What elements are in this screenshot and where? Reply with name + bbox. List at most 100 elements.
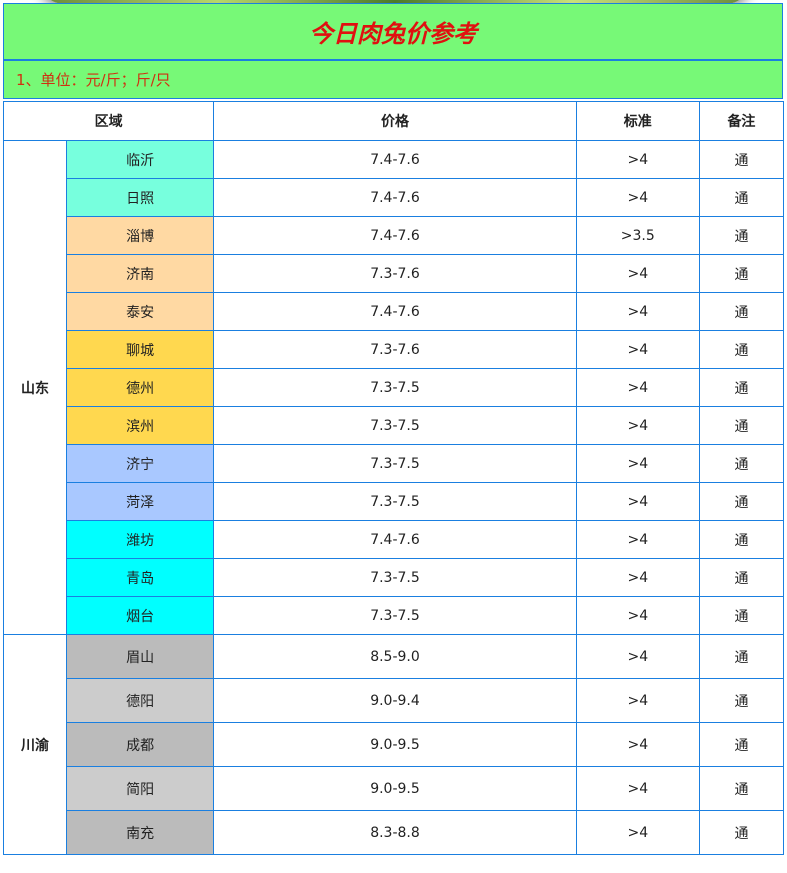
price-cell: 7.4-7.6 xyxy=(213,140,577,179)
note-cell: 通 xyxy=(698,292,785,331)
table-row: 潍坊 7.4-7.6 >4 通 xyxy=(4,520,785,559)
price-cell: 9.0-9.5 xyxy=(213,722,577,767)
standard-cell: >4 xyxy=(575,558,700,597)
city-cell: 菏泽 xyxy=(66,482,215,521)
standard-cell: >4 xyxy=(575,140,700,179)
note-cell: 通 xyxy=(698,678,785,723)
note-cell: 通 xyxy=(698,254,785,293)
table-row: 南充 8.3-8.8 >4 通 xyxy=(4,810,785,855)
table-row: 青岛 7.3-7.5 >4 通 xyxy=(4,558,785,597)
city-cell: 济南 xyxy=(66,254,215,293)
table-row: 淄博 7.4-7.6 >3.5 通 xyxy=(4,216,785,255)
price-cell: 7.3-7.5 xyxy=(213,596,577,635)
standard-cell: >4 xyxy=(575,678,700,723)
price-cell: 7.3-7.5 xyxy=(213,406,577,445)
note-cell: 通 xyxy=(698,634,785,679)
city-cell: 滨州 xyxy=(66,406,215,445)
standard-cell: >4 xyxy=(575,520,700,559)
note-cell: 通 xyxy=(698,140,785,179)
city-cell: 德州 xyxy=(66,368,215,407)
banner-image xyxy=(40,0,750,4)
table-row: 德州 7.3-7.5 >4 通 xyxy=(4,368,785,407)
header-price: 价格 xyxy=(213,101,577,141)
note-cell: 通 xyxy=(698,810,785,855)
city-cell: 泰安 xyxy=(66,292,215,331)
header-note: 备注 xyxy=(698,101,785,141)
header-region: 区域 xyxy=(2,101,215,141)
standard-cell: >4 xyxy=(575,254,700,293)
standard-cell: >4 xyxy=(575,810,700,855)
province-cell: 山东 xyxy=(2,140,68,635)
note-cell: 通 xyxy=(698,596,785,635)
price-cell: 8.5-9.0 xyxy=(213,634,577,679)
page-title: 今日肉兔价参考 xyxy=(3,3,783,60)
standard-cell: >4 xyxy=(575,292,700,331)
note-cell: 通 xyxy=(698,368,785,407)
city-cell: 德阳 xyxy=(66,678,215,723)
city-cell: 济宁 xyxy=(66,444,215,483)
price-table: 区域 价格 标准 备注 山东 临沂 7.4-7.6 >4 通日照 7.4-7.6 >4 通淄博… xyxy=(2,101,785,855)
province-cell: 川渝 xyxy=(2,634,68,855)
city-cell: 简阳 xyxy=(66,766,215,811)
price-cell: 7.3-7.5 xyxy=(213,444,577,483)
note-cell: 通 xyxy=(698,444,785,483)
city-cell: 南充 xyxy=(66,810,215,855)
table-row: 滨州 7.3-7.5 >4 通 xyxy=(4,406,785,445)
note-cell: 通 xyxy=(698,482,785,521)
standard-cell: >4 xyxy=(575,596,700,635)
standard-cell: >4 xyxy=(575,634,700,679)
price-cell: 9.0-9.5 xyxy=(213,766,577,811)
note-cell: 通 xyxy=(698,216,785,255)
city-cell: 淄博 xyxy=(66,216,215,255)
standard-cell: >4 xyxy=(575,766,700,811)
standard-cell: >4 xyxy=(575,482,700,521)
price-cell: 9.0-9.4 xyxy=(213,678,577,723)
table-row: 山东 临沂 7.4-7.6 >4 通 xyxy=(2,140,785,635)
price-cell: 7.3-7.6 xyxy=(213,254,577,293)
table-row: 济南 7.3-7.6 >4 通 xyxy=(4,254,785,293)
table-row: 泰安 7.4-7.6 >4 通 xyxy=(4,292,785,331)
city-cell: 临沂 xyxy=(66,140,215,179)
price-cell: 7.3-7.5 xyxy=(213,368,577,407)
city-cell: 日照 xyxy=(66,178,215,217)
table-row: 济宁 7.3-7.5 >4 通 xyxy=(4,444,785,483)
note-cell: 通 xyxy=(698,330,785,369)
table-row: 日照 7.4-7.6 >4 通 xyxy=(4,178,785,217)
standard-cell: >4 xyxy=(575,406,700,445)
city-cell: 聊城 xyxy=(66,330,215,369)
price-cell: 7.4-7.6 xyxy=(213,178,577,217)
price-cell: 7.4-7.6 xyxy=(213,292,577,331)
city-cell: 烟台 xyxy=(66,596,215,635)
price-cell: 7.3-7.5 xyxy=(213,482,577,521)
table-row: 聊城 7.3-7.6 >4 通 xyxy=(4,330,785,369)
table-row: 川渝 眉山 8.5-9.0 >4 通 xyxy=(2,634,785,855)
price-cell: 7.3-7.5 xyxy=(213,558,577,597)
note-cell: 通 xyxy=(698,520,785,559)
price-cell: 8.3-8.8 xyxy=(213,810,577,855)
city-cell: 青岛 xyxy=(66,558,215,597)
standard-cell: >3.5 xyxy=(575,216,700,255)
note-cell: 通 xyxy=(698,406,785,445)
note-cell: 通 xyxy=(698,766,785,811)
table-row: 简阳 9.0-9.5 >4 通 xyxy=(4,766,785,811)
table-row: 烟台 7.3-7.5 >4 通 xyxy=(4,596,785,635)
city-cell: 成都 xyxy=(66,722,215,767)
table-header: 区域 价格 标准 备注 xyxy=(2,101,785,141)
price-cell: 7.3-7.6 xyxy=(213,330,577,369)
standard-cell: >4 xyxy=(575,444,700,483)
standard-cell: >4 xyxy=(575,330,700,369)
price-cell: 7.4-7.6 xyxy=(213,520,577,559)
note-cell: 通 xyxy=(698,722,785,767)
note-cell: 通 xyxy=(698,178,785,217)
unit-note: 1、单位：元/斤；斤/只 xyxy=(3,60,783,99)
table-row: 成都 9.0-9.5 >4 通 xyxy=(4,722,785,767)
price-cell: 7.4-7.6 xyxy=(213,216,577,255)
standard-cell: >4 xyxy=(575,722,700,767)
standard-cell: >4 xyxy=(575,178,700,217)
header-standard: 标准 xyxy=(575,101,700,141)
table-row: 菏泽 7.3-7.5 >4 通 xyxy=(4,482,785,521)
note-cell: 通 xyxy=(698,558,785,597)
table-row: 德阳 9.0-9.4 >4 通 xyxy=(4,678,785,723)
standard-cell: >4 xyxy=(575,368,700,407)
city-cell: 眉山 xyxy=(66,634,215,679)
